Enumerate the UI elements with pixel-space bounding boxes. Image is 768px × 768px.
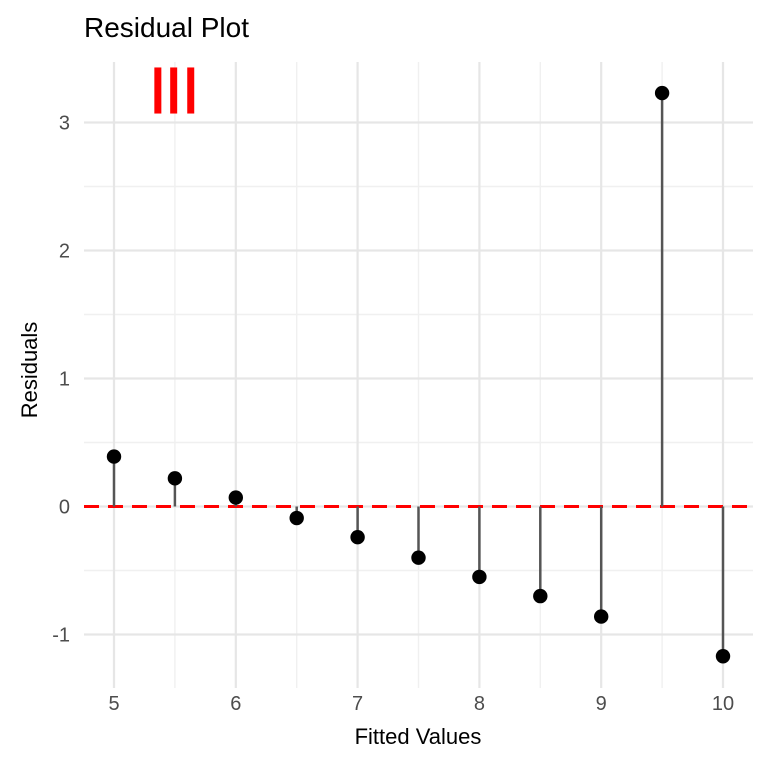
x-axis-label: Fitted Values (354, 724, 482, 749)
x-tick-label: 5 (108, 693, 119, 715)
red-annotation-bars (154, 67, 195, 114)
data-point (594, 609, 609, 624)
data-point (715, 649, 731, 664)
red-bar-mark (187, 67, 195, 114)
data-point (411, 550, 426, 565)
data-point (350, 530, 365, 545)
y-tick-label: -1 (52, 625, 70, 647)
data-point (106, 449, 122, 464)
x-tick-label: 7 (352, 693, 363, 715)
chart-title: Residual Plot (84, 12, 249, 43)
y-tick-label: 3 (59, 113, 70, 135)
y-axis-label: Residuals (17, 321, 42, 419)
x-tick-label: 6 (230, 693, 241, 715)
residual-stems (112, 93, 725, 657)
x-tick-label: 9 (596, 693, 607, 715)
gridlines (84, 62, 753, 688)
x-tick-label: 8 (474, 693, 485, 715)
data-point (167, 471, 183, 486)
data-point (654, 85, 670, 101)
data-points (106, 85, 731, 664)
y-tick-label: 2 (59, 241, 70, 263)
x-tick-label: 10 (712, 693, 734, 715)
data-point (228, 490, 243, 505)
data-point (472, 569, 487, 585)
y-tick-label: 1 (59, 369, 70, 391)
data-point (289, 510, 304, 526)
data-point (533, 588, 548, 604)
red-bar-mark (154, 67, 162, 114)
y-tick-label: 0 (59, 497, 70, 519)
red-bar-mark (170, 67, 178, 114)
tick-labels: -1 0 1 2 3 5 6 7 8 9 10 (52, 113, 734, 716)
